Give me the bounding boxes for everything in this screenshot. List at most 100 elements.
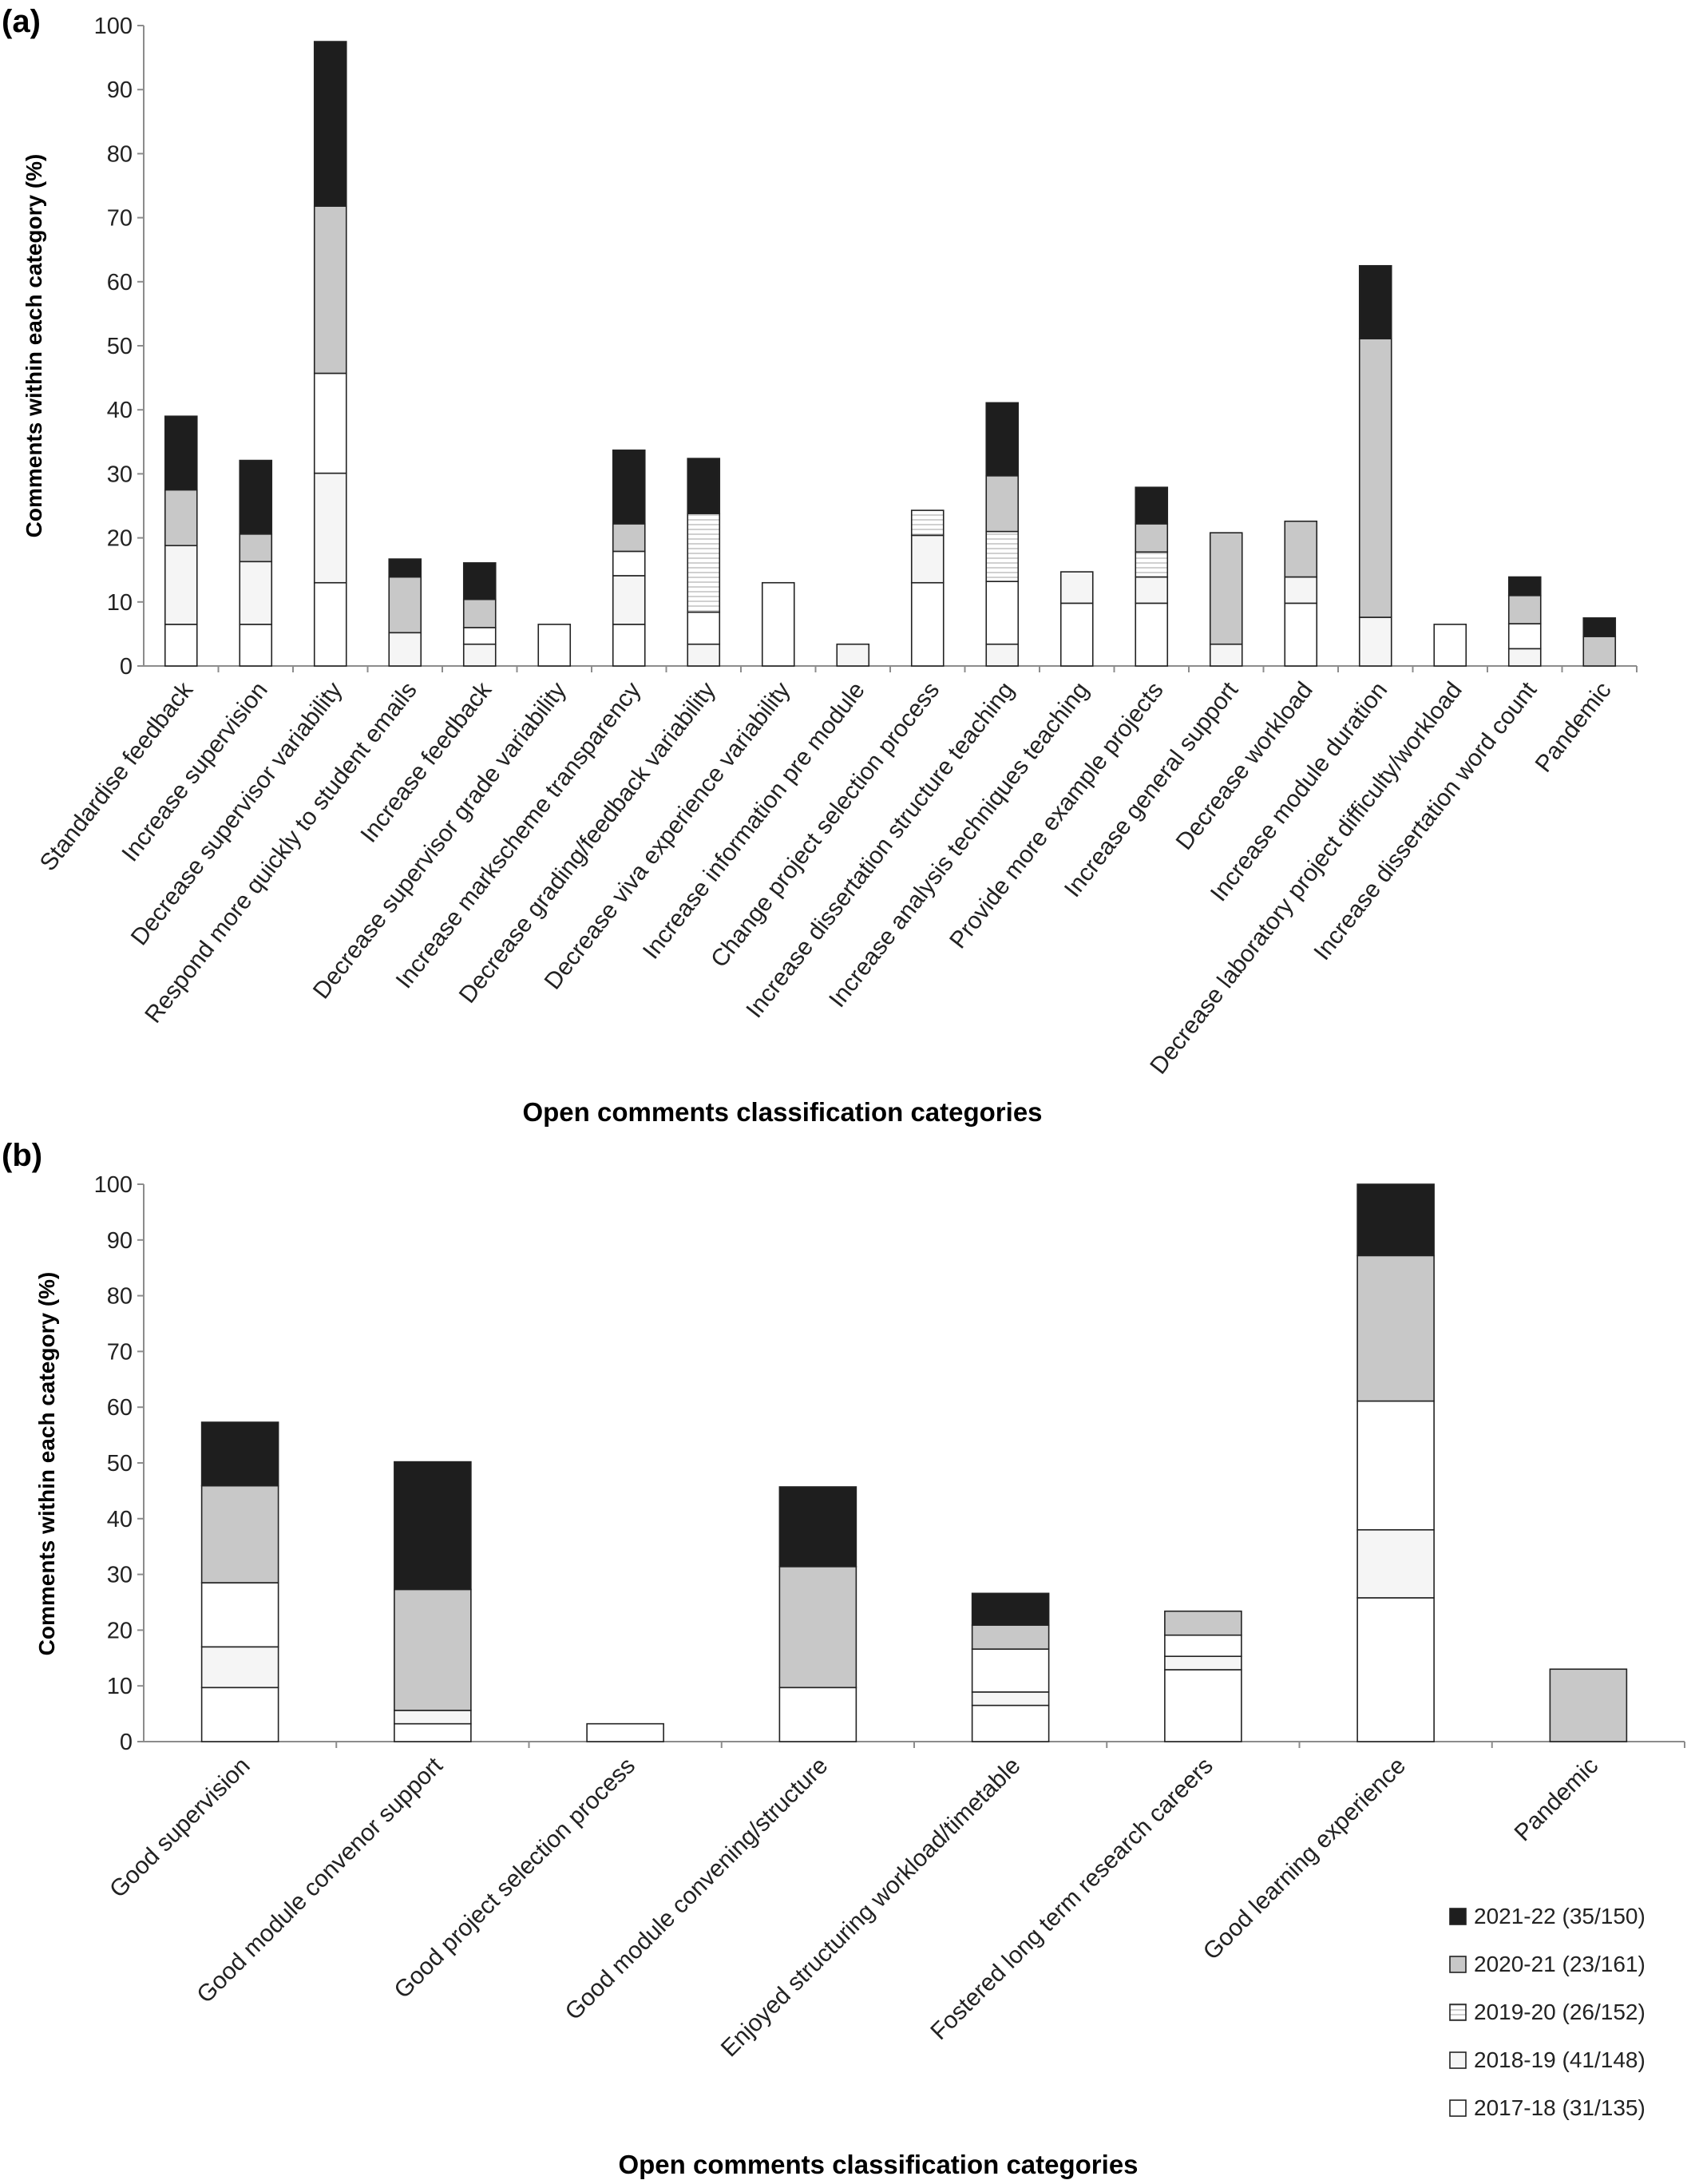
y-tick-label: 0	[120, 1730, 133, 1755]
y-tick-label: 90	[107, 1228, 133, 1254]
bar-segment-2017-18	[538, 624, 570, 666]
bar-segment-2018-19	[240, 561, 271, 624]
panel-a-y-axis-label: Comments within each category (%)	[22, 154, 46, 538]
bar-segment-2020-21	[986, 476, 1018, 532]
bar-segment-2017-18	[779, 1687, 856, 1742]
panel-b-chart: 0 10 20 30 40 50 60 70 80 90 100 Good supervision Go…	[94, 1172, 1685, 2062]
y-tick-label: 40	[107, 398, 133, 423]
bar-segment-2019-20	[202, 1583, 279, 1647]
bar-segment-2019-20	[464, 628, 496, 644]
bar-segment-2020-21	[464, 600, 496, 628]
panel-b-label: (b)	[2, 1138, 42, 1173]
panel-b-x-axis-label: Open comments classification categories	[618, 2150, 1138, 2179]
bar-segment-2017-18	[762, 583, 794, 666]
bar-segment-2019-20	[1357, 1401, 1434, 1530]
bar-segment-2021-22	[687, 458, 719, 513]
bar-segment-2018-19	[1360, 617, 1392, 666]
bar-segment-2019-20	[1165, 1635, 1242, 1657]
bar-segment-2019-20	[912, 510, 944, 535]
bar-segment-2019-20	[613, 551, 645, 575]
bar-segment-2021-22	[779, 1487, 856, 1567]
y-tick-label: 20	[107, 526, 133, 552]
y-tick-label: 70	[107, 1339, 133, 1365]
y-tick-label: 10	[107, 590, 133, 616]
y-tick-label: 70	[107, 206, 133, 232]
bar-segment-2020-21	[1285, 521, 1317, 577]
bar-segment-2020-21	[389, 577, 421, 633]
legend-swatch-2021-22	[1450, 1909, 1466, 1924]
bar-segment-2018-19	[1135, 577, 1167, 604]
bar-segment-2017-18	[972, 1706, 1049, 1742]
bar-segment-2017-18	[1061, 603, 1093, 666]
bar-segment-2020-21	[613, 524, 645, 551]
bar-segment-2021-22	[1360, 266, 1392, 339]
bar-segment-2019-20	[986, 581, 1018, 644]
bar-segment-2021-22	[315, 42, 347, 206]
bar-segment-2020-21	[1357, 1255, 1434, 1401]
legend-label-2019-20: 2019-20 (26/152)	[1474, 2000, 1646, 2024]
y-tick-label: 60	[107, 1395, 133, 1421]
bar-segment-2020-21	[1135, 524, 1167, 552]
bar-segment-2018-19	[1509, 648, 1541, 666]
bar-segment-2018-19	[837, 644, 869, 666]
y-tick-label: 20	[107, 1618, 133, 1643]
legend-swatch-2020-21	[1450, 1956, 1466, 1972]
panel-a-x-axis-label: Open comments classification categories	[522, 1097, 1042, 1127]
x-category-label: Increase supervision	[117, 677, 272, 866]
bar-segment-2017-18	[202, 1687, 279, 1742]
y-tick-label: 100	[94, 14, 133, 39]
y-tick-label: 10	[107, 1674, 133, 1699]
bar-segment-2019-20	[315, 373, 347, 473]
panel-b-y-axis-label: Comments within each category (%)	[34, 1272, 59, 1656]
bar-segment-2017-18	[1357, 1598, 1434, 1742]
y-tick-label: 50	[107, 334, 133, 359]
bar-segment-2017-18	[613, 624, 645, 666]
y-tick-label: 80	[107, 141, 133, 167]
bar-segment-2020-21	[779, 1567, 856, 1687]
bar-segment-2020-21	[1210, 533, 1242, 644]
legend-label-2021-22: 2021-22 (35/150)	[1474, 1904, 1646, 1928]
legend-label-2017-18: 2017-18 (31/135)	[1474, 2095, 1646, 2120]
bar-segment-2021-22	[202, 1422, 279, 1486]
y-tick-label: 100	[94, 1172, 133, 1198]
bar-segment-2020-21	[1550, 1669, 1626, 1742]
bar-segment-2018-19	[165, 545, 197, 624]
bar-segment-2021-22	[1135, 487, 1167, 524]
bar-segment-2017-18	[1285, 603, 1317, 666]
bar-segment-2018-19	[315, 474, 347, 583]
bar-segment-2018-19	[972, 1692, 1049, 1706]
bar-segment-2017-18	[240, 624, 271, 666]
bar-segment-2020-21	[240, 534, 271, 561]
x-category-label: Pandemic	[1510, 1753, 1604, 1847]
bar-segment-2017-18	[394, 1724, 471, 1742]
bar-segment-2020-21	[1360, 339, 1392, 617]
bar-segment-2018-19	[1357, 1530, 1434, 1598]
bar-segment-2018-19	[1210, 644, 1242, 666]
bar-segment-2020-21	[1583, 636, 1615, 666]
legend-label-2020-21: 2020-21 (23/161)	[1474, 1952, 1646, 1976]
x-category-label: Decrease workload	[1171, 677, 1318, 855]
bar-segment-2017-18	[315, 583, 347, 666]
legend-swatch-2019-20	[1450, 2004, 1466, 2020]
bar-segment-2018-19	[202, 1647, 279, 1687]
y-tick-label: 40	[107, 1507, 133, 1532]
bar-segment-2021-22	[240, 461, 271, 534]
y-tick-label: 80	[107, 1284, 133, 1310]
bar-segment-2018-19	[394, 1710, 471, 1724]
x-category-label: Increase dissertation structure teaching	[741, 677, 1019, 1023]
bar-segment-2018-19	[1061, 572, 1093, 603]
y-tick-label: 50	[107, 1451, 133, 1476]
bar-segment-2021-22	[464, 563, 496, 600]
bar-segment-2020-21	[202, 1486, 279, 1583]
bar-segment-2021-22	[986, 402, 1018, 475]
y-tick-label: 30	[107, 462, 133, 487]
bar-segment-2021-22	[972, 1593, 1049, 1625]
bar-segment-2019-20	[986, 532, 1018, 582]
y-tick-label: 90	[107, 77, 133, 103]
bar-segment-2018-19	[986, 644, 1018, 666]
x-category-label: Respond more quickly to student emails	[140, 677, 422, 1028]
figure: (a) (b) 0102030405060708090100Standardis…	[0, 0, 1699, 2184]
y-tick-label: 0	[120, 654, 133, 680]
x-category-label: Good supervision	[105, 1753, 255, 1903]
x-category-label: Pandemic	[1531, 677, 1617, 777]
